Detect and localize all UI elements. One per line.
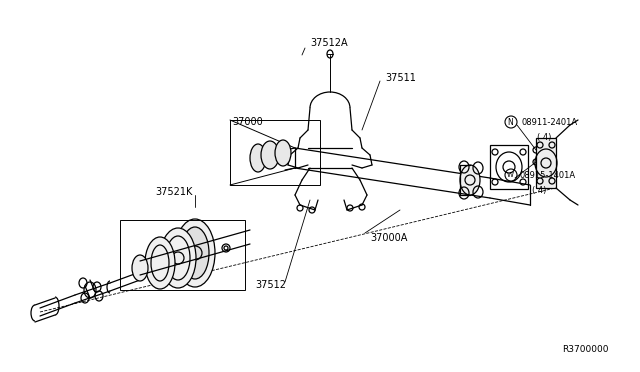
Ellipse shape	[460, 165, 480, 195]
Ellipse shape	[132, 255, 148, 281]
Text: ( 4): ( 4)	[532, 186, 547, 195]
Text: ( 4): ( 4)	[537, 132, 552, 141]
Text: 37512A: 37512A	[310, 38, 348, 48]
Ellipse shape	[145, 237, 175, 289]
Text: W: W	[507, 172, 514, 178]
Ellipse shape	[181, 227, 209, 279]
Ellipse shape	[160, 228, 196, 288]
Bar	[120, 220, 245, 290]
Text: 37511: 37511	[385, 73, 416, 83]
Text: 37521K: 37521K	[155, 187, 193, 197]
Text: 08915-1401A: 08915-1401A	[520, 170, 576, 180]
Ellipse shape	[275, 140, 291, 166]
Bar	[536, 138, 556, 188]
Ellipse shape	[261, 141, 279, 169]
Ellipse shape	[250, 144, 266, 172]
Text: R3700000: R3700000	[562, 346, 609, 355]
Bar	[230, 120, 320, 185]
Text: 37000: 37000	[232, 117, 263, 127]
Text: 37000A: 37000A	[370, 233, 408, 243]
Bar	[490, 145, 528, 189]
Ellipse shape	[175, 219, 215, 287]
Text: 37512: 37512	[255, 280, 286, 290]
Text: 08911-2401A: 08911-2401A	[522, 118, 578, 126]
Text: N: N	[508, 118, 513, 126]
